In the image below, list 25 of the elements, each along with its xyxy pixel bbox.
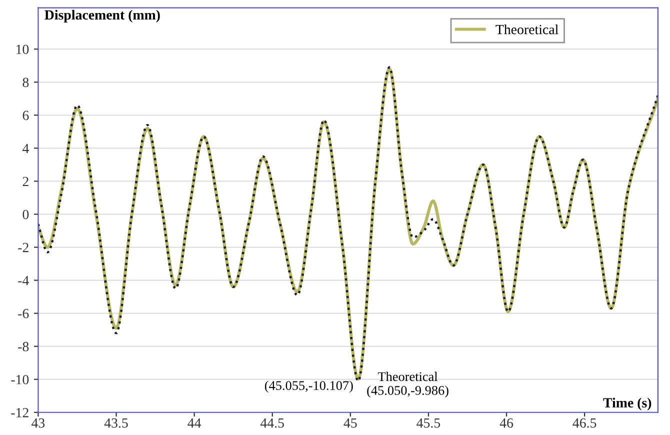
y-tick-label: -12 [11,408,28,418]
y-tick-label: -10 [11,374,29,384]
x-tick-label: 44 [188,418,202,428]
x-tick-label: 46.5 [572,418,596,428]
y-tick-label: 8 [22,78,29,88]
y-tick-label: 10 [16,44,29,54]
x-tick-label: 46 [500,418,514,428]
y-tick-label: -6 [18,308,29,318]
legend-label: Theoretical [496,24,558,34]
annotation: (45.055,-10.107) [264,380,353,393]
y-tick-label: -8 [18,342,29,352]
y-tick-label: -4 [18,276,29,286]
x-tick-label: 43.5 [104,418,128,428]
y-tick-label: 2 [22,176,28,186]
x-tick-label: 45 [344,418,357,428]
y-axis-title: Displacement (mm) [44,10,160,22]
y-tick-label: -2 [18,242,28,252]
x-tick-label: 44.5 [260,418,284,428]
annotation: Theoretical (45.050,-9.986) [367,372,448,398]
x-axis-title: Time (s) [603,398,652,410]
y-tick-label: 6 [22,110,29,120]
x-tick-label: 45.5 [416,418,440,428]
y-tick-label: 4 [22,144,29,154]
x-tick-label: 43 [32,418,45,428]
y-tick-label: 0 [22,210,29,220]
